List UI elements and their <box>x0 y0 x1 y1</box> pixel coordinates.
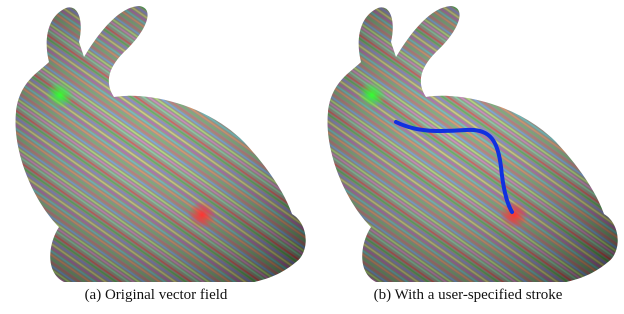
figure-images <box>0 0 624 286</box>
singularity <box>358 81 386 109</box>
caption: (b) With a user-specified stroke <box>312 287 624 304</box>
singularity <box>46 81 74 109</box>
caption: (a) Original vector field <box>0 287 312 304</box>
panel-b-image <box>328 6 618 282</box>
figure: (a) Original vector field (b) With a use… <box>0 0 624 314</box>
bunny-shading <box>328 6 618 282</box>
singularity <box>188 201 216 229</box>
panel-a-image <box>16 6 306 282</box>
singularity <box>500 201 528 229</box>
bunny-shading <box>16 6 306 282</box>
